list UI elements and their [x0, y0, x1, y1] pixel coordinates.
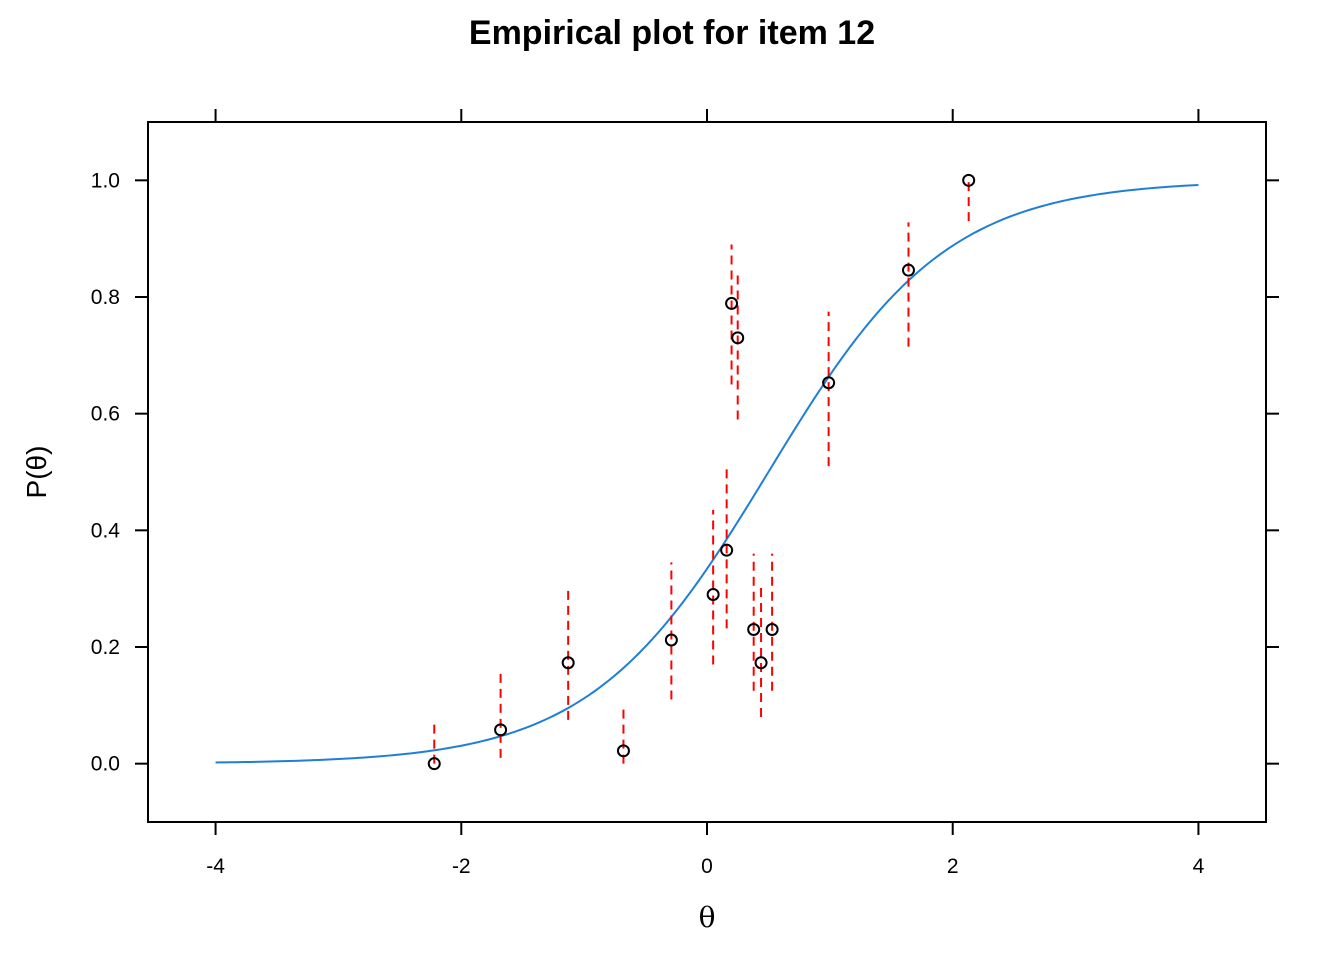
- chart-title: Empirical plot for item 12: [469, 14, 875, 52]
- x-tick-label: 4: [1193, 855, 1205, 878]
- y-tick-label: 0.4: [91, 519, 121, 542]
- data-point: [731, 331, 745, 345]
- plot-frame: [147, 121, 1267, 823]
- confidence-intervals: [433, 180, 970, 764]
- data-point: [706, 588, 720, 601]
- x-tick-label: -4: [206, 855, 225, 878]
- data-point: [561, 656, 575, 670]
- data-point: [754, 656, 768, 670]
- data-point: [427, 757, 441, 771]
- data-point: [765, 623, 779, 636]
- y-tick-label: 0.6: [91, 403, 120, 426]
- y-tick-label: 1.0: [91, 169, 120, 192]
- y-axis-label: P(θ): [21, 446, 52, 499]
- y-axis: 0.0 0.2 0.4 0.6 0.8 1.0: [91, 169, 1279, 776]
- data-point: [720, 543, 734, 557]
- data-point: [822, 376, 836, 390]
- x-tick-label: 0: [701, 855, 713, 878]
- x-tick-label: 2: [947, 855, 959, 878]
- data-point: [664, 633, 678, 647]
- data-point: [901, 263, 915, 277]
- x-axis-label: θ: [699, 901, 716, 934]
- icc-curve: [215, 183, 1199, 764]
- y-tick-label: 0.8: [91, 286, 120, 309]
- x-axis: -4 -2 0 2 4: [206, 109, 1205, 878]
- data-point: [747, 623, 761, 636]
- y-tick-label: 0.2: [91, 636, 120, 659]
- data-point: [616, 744, 630, 758]
- x-tick-label: -2: [452, 855, 471, 878]
- data-point: [962, 173, 976, 187]
- y-tick-label: 0.0: [91, 753, 120, 776]
- data-point: [725, 296, 739, 310]
- data-point: [494, 723, 508, 737]
- empirical-points: [427, 173, 976, 771]
